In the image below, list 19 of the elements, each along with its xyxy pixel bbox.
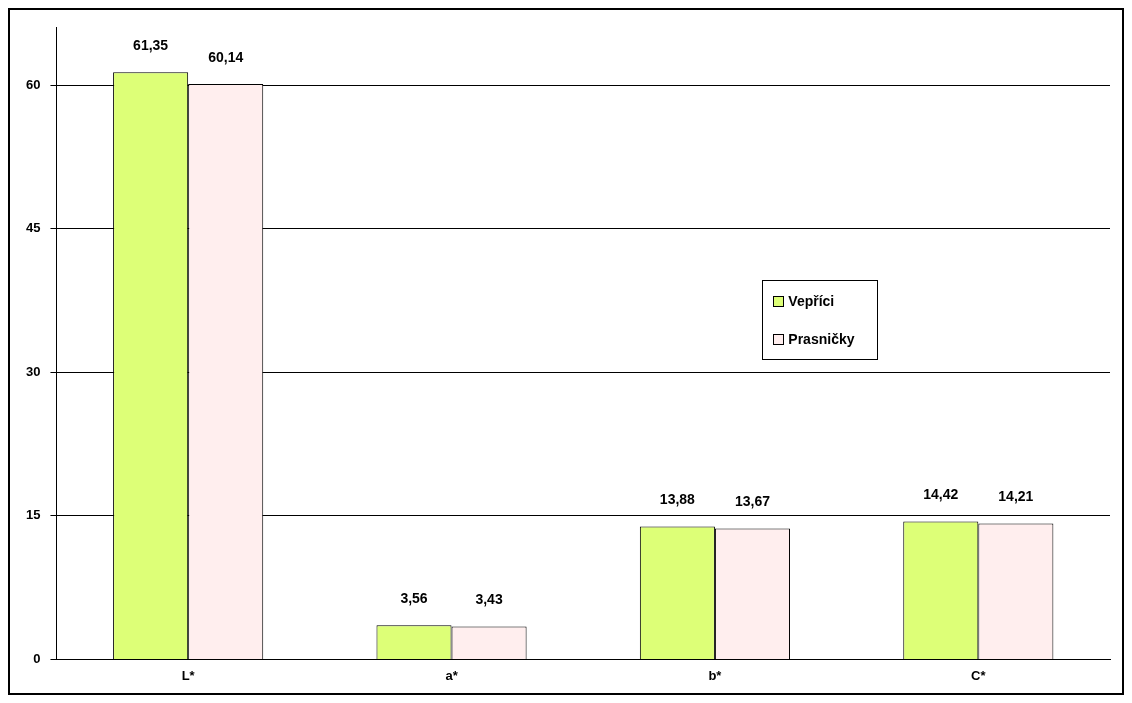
y-tick-label: 0 (33, 650, 41, 666)
x-tick-label: C* (971, 667, 987, 683)
data-label: 61,35 (133, 37, 169, 54)
data-label: 14,42 (923, 486, 959, 503)
x-tick-label: L* (181, 667, 196, 683)
legend-label: Prasničky (788, 331, 855, 348)
data-label: 14,21 (998, 488, 1034, 505)
x-tick-label: a* (445, 667, 459, 683)
data-label: 3,56 (400, 590, 428, 607)
y-tick-label: 60 (25, 76, 41, 92)
data-label: 60,14 (208, 48, 244, 65)
y-tick-label: 45 (25, 220, 41, 236)
data-label: 13,88 (659, 491, 696, 508)
data-label: 3,43 (475, 591, 503, 608)
y-tick-label: 15 (25, 507, 41, 523)
y-tick-label: 30 (25, 363, 41, 379)
data-label: 13,67 (734, 493, 771, 510)
legend-label: Vepříci (788, 293, 835, 310)
x-tick-label: b* (708, 667, 723, 683)
